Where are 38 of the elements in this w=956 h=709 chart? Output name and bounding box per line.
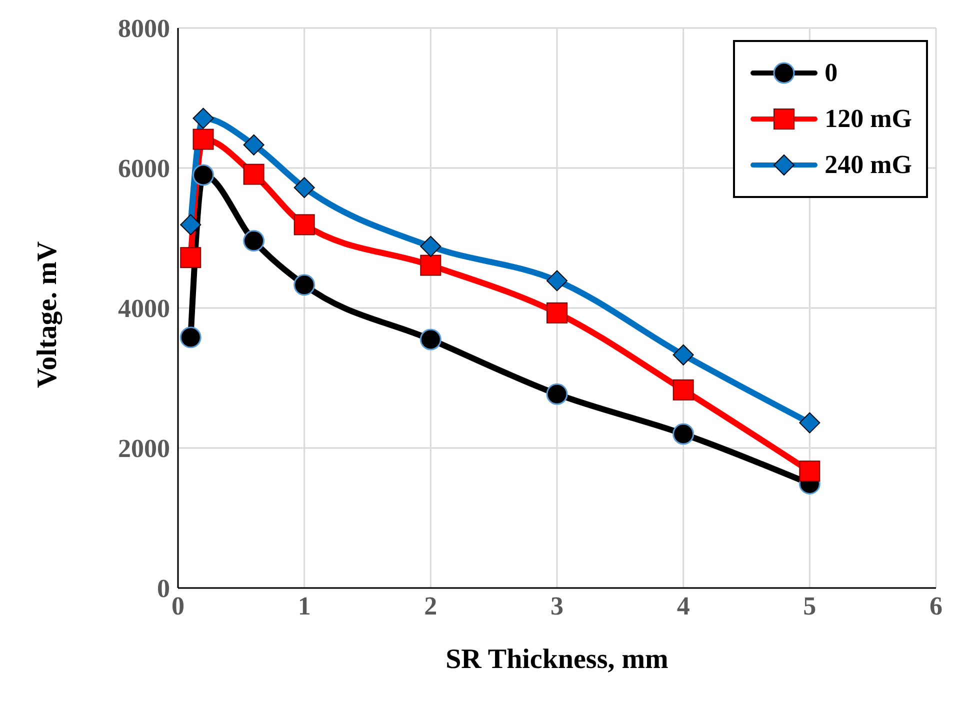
x-tick-label: 4 — [676, 591, 690, 620]
x-tick-label: 5 — [803, 591, 816, 620]
point — [672, 423, 694, 445]
point — [294, 214, 315, 236]
legend-label: 0 — [824, 58, 838, 88]
point — [180, 214, 202, 236]
y-tick-label: 8000 — [118, 14, 170, 44]
x-tick-label: 3 — [550, 591, 564, 620]
x-tick-label: 6 — [930, 591, 942, 620]
x-tick-label: 2 — [424, 591, 438, 620]
point — [243, 164, 264, 185]
legend-label: 120 mG — [824, 104, 912, 134]
y-tick-label: 2000 — [118, 434, 170, 464]
legend-label: 240 mG — [824, 150, 912, 180]
point — [672, 379, 694, 400]
x-axis-title: SR Thickness, mm — [446, 644, 668, 675]
point — [192, 164, 214, 186]
point — [546, 383, 568, 405]
point — [294, 177, 315, 198]
point — [180, 326, 202, 348]
y-tick-label: 6000 — [118, 154, 170, 184]
point — [180, 247, 202, 268]
point — [420, 328, 442, 350]
point — [294, 274, 316, 296]
point — [799, 460, 820, 482]
x-tick-label: 1 — [298, 591, 311, 620]
point — [799, 412, 820, 434]
point — [192, 128, 214, 150]
point — [672, 344, 694, 366]
point — [420, 254, 442, 276]
point — [546, 302, 568, 324]
point — [243, 134, 264, 156]
y-tick-label: 4000 — [118, 294, 170, 324]
y-axis-title: Voltage. mV — [32, 241, 63, 388]
point — [243, 230, 265, 252]
point — [546, 270, 568, 292]
point — [420, 236, 442, 257]
point — [192, 108, 214, 129]
